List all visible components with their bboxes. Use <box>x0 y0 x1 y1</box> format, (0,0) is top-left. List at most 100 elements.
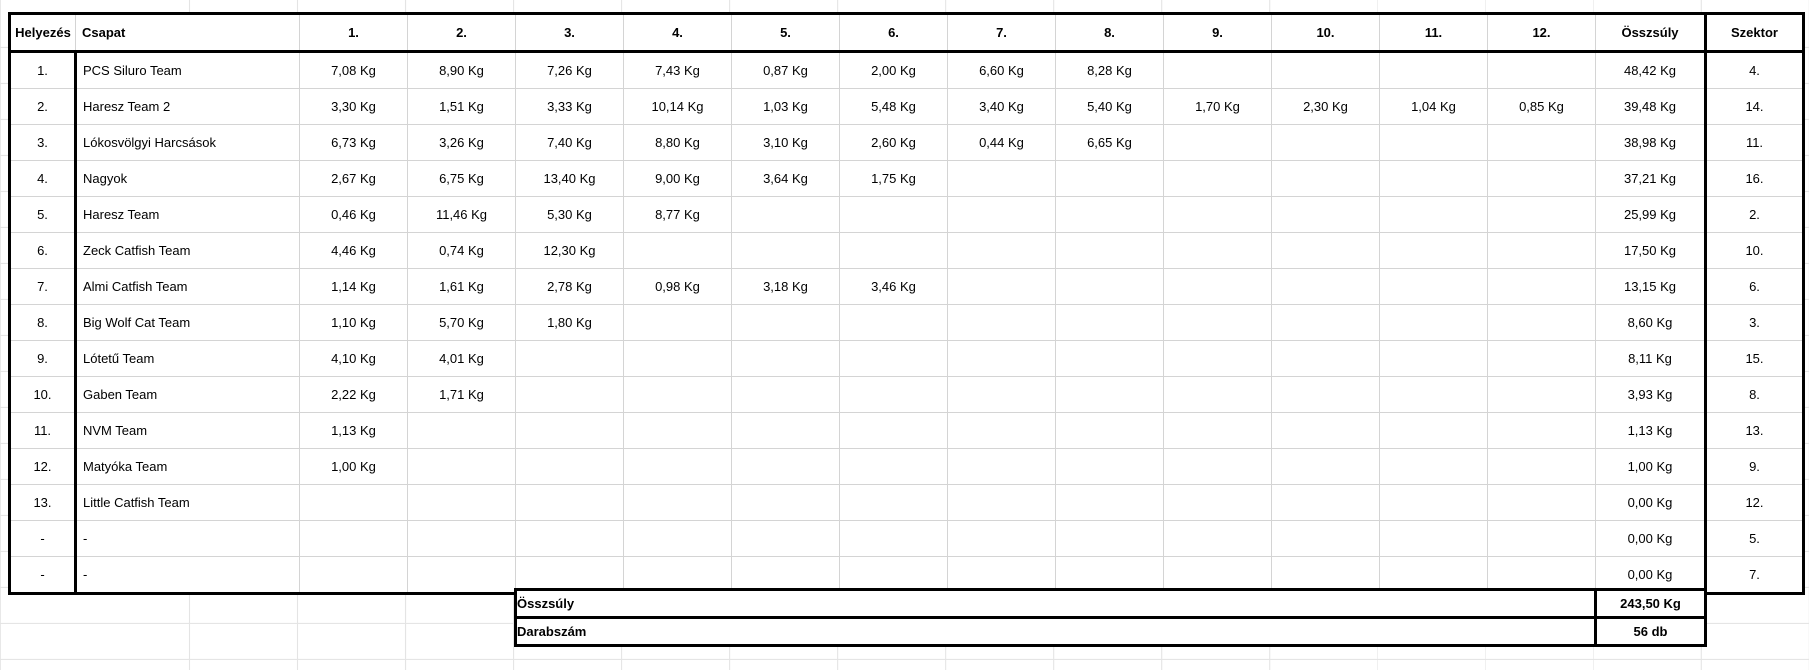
column-header-9: 7. <box>947 12 1056 53</box>
sector-cell: 6. <box>1704 268 1805 305</box>
rank-cell: 10. <box>8 376 77 413</box>
column-header-6: 4. <box>623 12 732 53</box>
weight-cell-2: 6,75 Kg <box>407 160 516 197</box>
rank-cell: 3. <box>8 124 77 161</box>
weight-cell-8 <box>1055 160 1164 197</box>
column-header-7: 5. <box>731 12 840 53</box>
weight-cell-2 <box>407 412 516 449</box>
weight-cell-6 <box>839 448 948 485</box>
weight-cell-10 <box>1271 484 1380 521</box>
table-row: 3. Lókosvölgyi Harcsások 6,73 Kg 3,26 Kg 7,4… <box>8 124 1805 161</box>
weight-cell-7 <box>947 376 1056 413</box>
weight-cell-5 <box>731 556 840 595</box>
weight-cell-10 <box>1271 268 1380 305</box>
weight-cell-5: 3,64 Kg <box>731 160 840 197</box>
weight-cell-2 <box>407 448 516 485</box>
total-weight-cell: 1,13 Kg <box>1595 412 1707 449</box>
rank-cell: 6. <box>8 232 77 269</box>
weight-cell-5 <box>731 304 840 341</box>
table-row: 13. Little Catfish Team 0,00 Kg 12. <box>8 484 1805 521</box>
weight-cell-3 <box>515 376 624 413</box>
rank-cell: - <box>8 520 77 557</box>
table-row: 5. Haresz Team 0,46 Kg 11,46 Kg 5,30 Kg 8,77 … <box>8 196 1805 233</box>
column-header-10: 8. <box>1055 12 1164 53</box>
weight-cell-3: 7,26 Kg <box>515 51 624 89</box>
weight-cell-5 <box>731 340 840 377</box>
total-weight-cell: 0,00 Kg <box>1595 484 1707 521</box>
column-header-16: Szektor <box>1704 12 1805 53</box>
table-header-row: Helyezés Csapat 1. 2. 3. 4. 5. 6. 7. 8. 9. 10. 11. 12… <box>8 12 1805 53</box>
weight-cell-4: 8,80 Kg <box>623 124 732 161</box>
total-weight-cell: 39,48 Kg <box>1595 88 1707 125</box>
weight-cell-8 <box>1055 448 1164 485</box>
weight-cell-10 <box>1271 160 1380 197</box>
sector-cell: 5. <box>1704 520 1805 557</box>
total-weight-cell: 1,00 Kg <box>1595 448 1707 485</box>
results-table: Helyezés Csapat 1. 2. 3. 4. 5. 6. 7. 8. 9. 10. 11. 12… <box>8 12 1805 595</box>
weight-cell-9 <box>1163 232 1272 269</box>
weight-cell-3 <box>515 448 624 485</box>
weight-cell-10 <box>1271 448 1380 485</box>
table-row: 10. Gaben Team 2,22 Kg 1,71 Kg 3,93 Kg 8. <box>8 376 1805 413</box>
weight-cell-12 <box>1487 268 1596 305</box>
weight-cell-4: 8,77 Kg <box>623 196 732 233</box>
weight-cell-1: 0,46 Kg <box>299 196 408 233</box>
total-weight-cell: 17,50 Kg <box>1595 232 1707 269</box>
sector-cell: 3. <box>1704 304 1805 341</box>
rank-cell: 2. <box>8 88 77 125</box>
weight-cell-11 <box>1379 124 1488 161</box>
sector-cell: 10. <box>1704 232 1805 269</box>
table-row: 12. Matyóka Team 1,00 Kg 1,00 Kg 9. <box>8 448 1805 485</box>
weight-cell-7 <box>947 268 1056 305</box>
weight-cell-8 <box>1055 268 1164 305</box>
weight-cell-11 <box>1379 268 1488 305</box>
weight-cell-7: 0,44 Kg <box>947 124 1056 161</box>
footer-count-row: Darabszám 56 db <box>514 616 1707 647</box>
weight-cell-12 <box>1487 196 1596 233</box>
weight-cell-7 <box>947 232 1056 269</box>
team-cell: Big Wolf Cat Team <box>75 304 300 341</box>
weight-cell-11 <box>1379 376 1488 413</box>
column-header-15: Összsúly <box>1595 12 1707 53</box>
weight-cell-11 <box>1379 196 1488 233</box>
sector-cell: 9. <box>1704 448 1805 485</box>
weight-cell-11 <box>1379 304 1488 341</box>
weight-cell-5 <box>731 448 840 485</box>
sector-cell: 15. <box>1704 340 1805 377</box>
weight-cell-9 <box>1163 412 1272 449</box>
team-cell: Matyóka Team <box>75 448 300 485</box>
weight-cell-3: 7,40 Kg <box>515 124 624 161</box>
weight-cell-10 <box>1271 124 1380 161</box>
team-cell: Nagyok <box>75 160 300 197</box>
weight-cell-10 <box>1271 51 1380 89</box>
weight-cell-7: 3,40 Kg <box>947 88 1056 125</box>
table-row: 7. Almi Catfish Team 1,14 Kg 1,61 Kg 2,78 Kg… <box>8 268 1805 305</box>
weight-cell-4 <box>623 232 732 269</box>
team-cell: Gaben Team <box>75 376 300 413</box>
weight-cell-4 <box>623 340 732 377</box>
weight-cell-10 <box>1271 232 1380 269</box>
weight-cell-2 <box>407 484 516 521</box>
weight-cell-8 <box>1055 232 1164 269</box>
table-row: 2. Haresz Team 2 3,30 Kg 1,51 Kg 3,33 Kg 10,1… <box>8 88 1805 125</box>
weight-cell-7 <box>947 196 1056 233</box>
weight-cell-2: 8,90 Kg <box>407 51 516 89</box>
weight-cell-6 <box>839 376 948 413</box>
weight-cell-12 <box>1487 160 1596 197</box>
weight-cell-1: 3,30 Kg <box>299 88 408 125</box>
weight-cell-7 <box>947 484 1056 521</box>
sector-cell: 16. <box>1704 160 1805 197</box>
weight-cell-4: 7,43 Kg <box>623 51 732 89</box>
weight-cell-3: 13,40 Kg <box>515 160 624 197</box>
weight-cell-1 <box>299 520 408 557</box>
weight-cell-4: 10,14 Kg <box>623 88 732 125</box>
sector-cell: 4. <box>1704 51 1805 89</box>
weight-cell-12 <box>1487 232 1596 269</box>
weight-cell-6 <box>839 412 948 449</box>
rank-cell: 7. <box>8 268 77 305</box>
sector-cell: 12. <box>1704 484 1805 521</box>
weight-cell-5 <box>731 412 840 449</box>
weight-cell-6 <box>839 196 948 233</box>
weight-cell-9 <box>1163 268 1272 305</box>
weight-cell-1: 1,13 Kg <box>299 412 408 449</box>
